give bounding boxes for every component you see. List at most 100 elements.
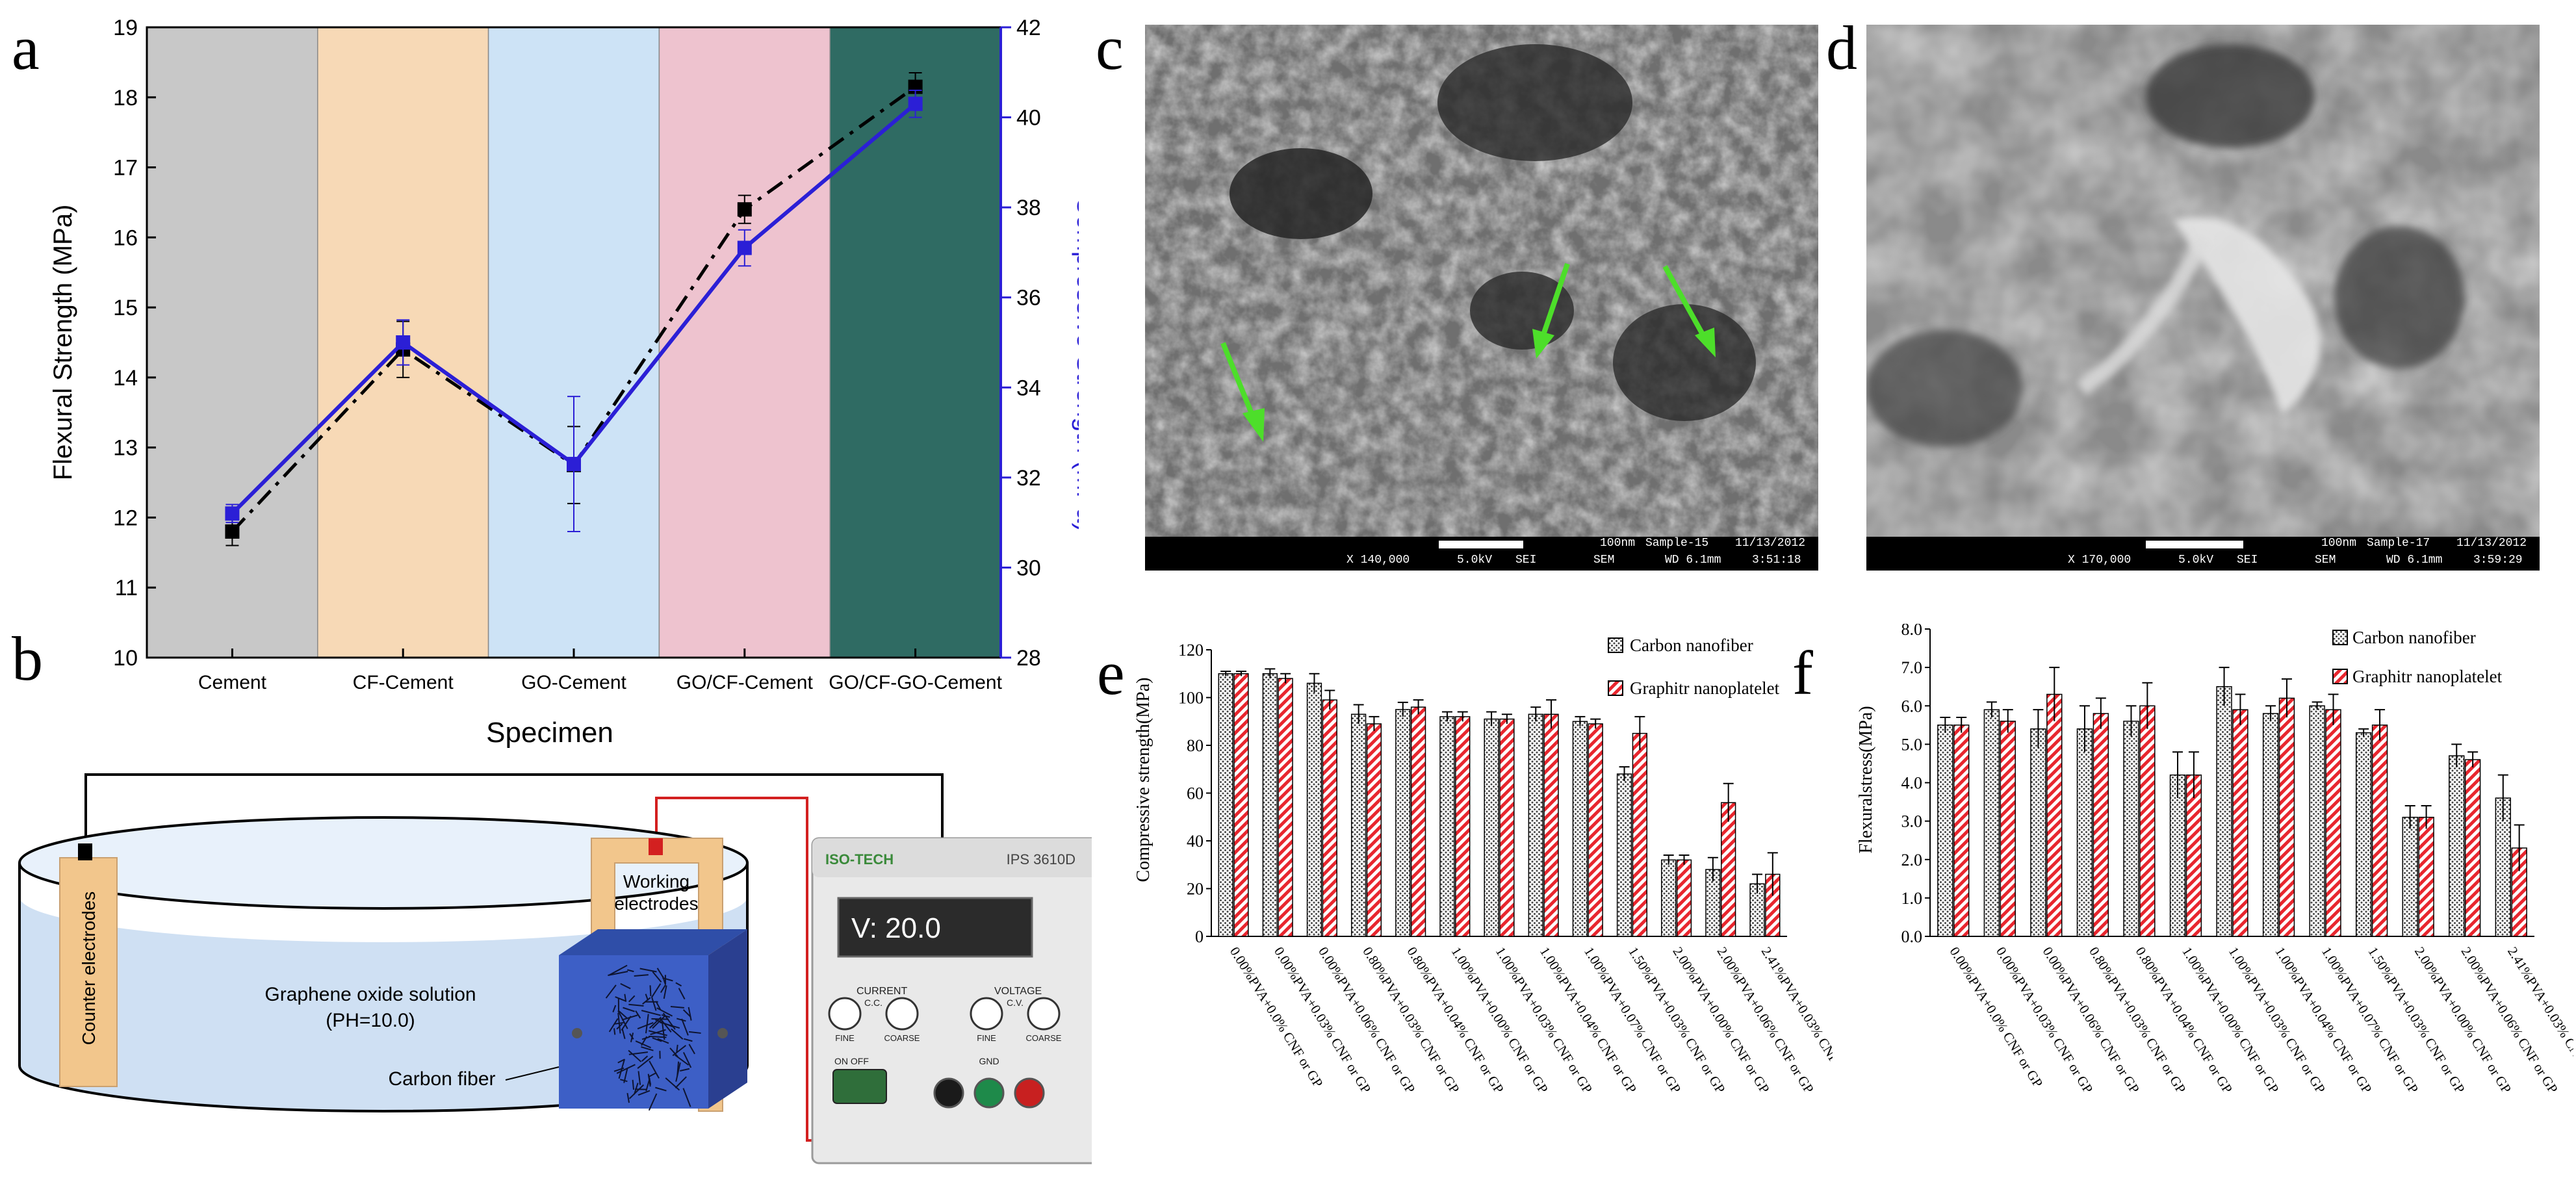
fiber-strand [618,1059,626,1079]
cv-label: C.V. [1007,997,1024,1008]
sem-image-c: 100nm Sample-15 11/13/2012 X 140,000 5.0… [1145,25,1818,571]
bar-gnp [1721,802,1736,937]
panel-label-f: f [1792,638,1813,708]
ytick-label: 1.0 [1901,889,1923,908]
xtick-label: 1.00%PVA+0.00% CNF or GP [2179,944,2282,1096]
sem-d-sample: Sample-17 [2367,537,2430,550]
chart-a: 10 11 12 13 14 15 16 17 18 19 28 30 32 34 36 38 40 42 Ce… [49,16,1079,749]
panel-label-e: e [1097,638,1125,708]
fiber-strand [620,1079,628,1083]
xtick-label: 2.00%PVA+0.00% CNF or GP [2412,944,2514,1096]
bar-cnf [2262,713,2279,937]
xtick-label: 0.00%PVA+0.0% CNF or GP [1227,944,1326,1090]
ytick-label: 2.0 [1901,851,1923,869]
ytick-label: 120 [1178,641,1204,660]
a-y2tick-label: 34 [1016,376,1041,400]
fiber-strand [655,1001,662,1010]
fiber-strand [682,1051,692,1068]
bar-cnf [2169,774,2186,937]
fiber-strand [650,983,662,998]
cc-label: C.C. [864,997,882,1008]
fiber-strand [662,1012,676,1030]
bar-cnf [1218,673,1233,937]
bar-gnp [1322,699,1337,937]
bar-gnp [1499,718,1515,937]
fiber-strand [659,1018,672,1033]
sem-c-wd: WD 6.1mm [1665,554,1721,567]
fiber-strand [608,1018,619,1033]
ytick-label: 0 [1195,927,1204,946]
on-off-label: ON OFF [834,1056,869,1066]
a-ytick-label: 11 [115,576,138,600]
a-point [908,96,923,111]
fiber-strand [672,1045,687,1057]
fiber-strand [623,1068,628,1083]
fiber-strand [641,1055,649,1062]
ytick-label: 80 [1187,736,1204,755]
sem-d-wd: WD 6.1mm [2386,554,2443,567]
sem-d-mag: X 170,000 [2068,554,2132,567]
fiber-strand [675,982,682,987]
solution-label-2: (PH=10.0) [326,1010,415,1031]
bar-gnp [1953,725,1970,937]
fiber-strand [621,1016,632,1031]
bar-cnf [1395,709,1411,937]
fiber-strand [675,1062,681,1082]
a-point [567,457,581,472]
fiber-strand [676,1044,678,1053]
bar-cnf [1983,709,2000,937]
sem-texture-d [1866,25,2540,545]
bar-gnp [2371,725,2388,937]
counter-electrode [59,857,118,1087]
fiber-strand [648,1093,658,1111]
fiber-cube-side [708,929,747,1109]
sem-d-sei: SEI [2237,554,2258,567]
sem-info-bar-d: 100nm Sample-17 11/13/2012 X 170,000 5.0… [1866,537,2540,571]
bar-cnf [1661,859,1677,937]
ytick-label: 7.0 [1901,658,1923,677]
bar-gnp [2093,713,2109,937]
sem-d-scale: 100nm [2321,537,2357,550]
a-ytick-label: 16 [113,225,138,250]
fiber-strand [671,1028,684,1040]
fiber-strand [652,971,662,983]
fiber-strand [676,1018,686,1022]
chart-e-ylabel: Compressive strength(MPa) [1133,678,1153,882]
fiber-strand [616,1064,636,1074]
working-electrode-label-2: electrodes [614,893,698,914]
carbon-fiber-pointer [505,1066,560,1081]
bar-cnf [2030,728,2046,937]
a-y2tick-label: 42 [1016,16,1041,40]
legend-label-gnp: Graphitr nanoplatelet [1630,678,1780,698]
fiber-strand [628,1049,642,1062]
bar-cnf [1528,713,1543,937]
chart-a-xlabel: Specimen [486,717,613,749]
bar-gnp [2464,759,2481,937]
a-point [225,506,240,521]
sem-c-sem: SEM [1593,554,1615,567]
scale-bar-c [1439,541,1523,548]
ytick-label: 40 [1187,832,1204,851]
fiber-strand [655,1086,667,1092]
bar-cnf [1350,713,1367,937]
fiber-strand [688,1044,695,1055]
legend-label-gnp-f: Graphitr nanoplatelet [2352,667,2503,686]
fiber-strand [608,964,628,976]
bar-gnp [2046,693,2063,937]
fiber-strand [634,974,649,977]
power-supply-brand: ISO-TECH [825,851,894,867]
bar-cnf [2309,705,2325,937]
panel-label-a: a [12,13,40,83]
fiber-strand [637,1021,654,1030]
bar-cnf [2449,755,2465,937]
a-xtick-label: Cement [198,672,267,693]
bar-gnp [2139,705,2156,937]
chart-e-legend: Carbon nanofiber Graphitr nanoplatelet [1608,636,1780,698]
bar-gnp [2278,697,2295,937]
fiber-strand [613,1028,616,1035]
fiber-strand [652,1015,665,1029]
xtick-label: 0.80%PVA+0.04% CNF or GP [2133,944,2235,1096]
knob-current-label: CURRENT [857,986,907,997]
coarse-label-left: COARSE [884,1033,920,1043]
